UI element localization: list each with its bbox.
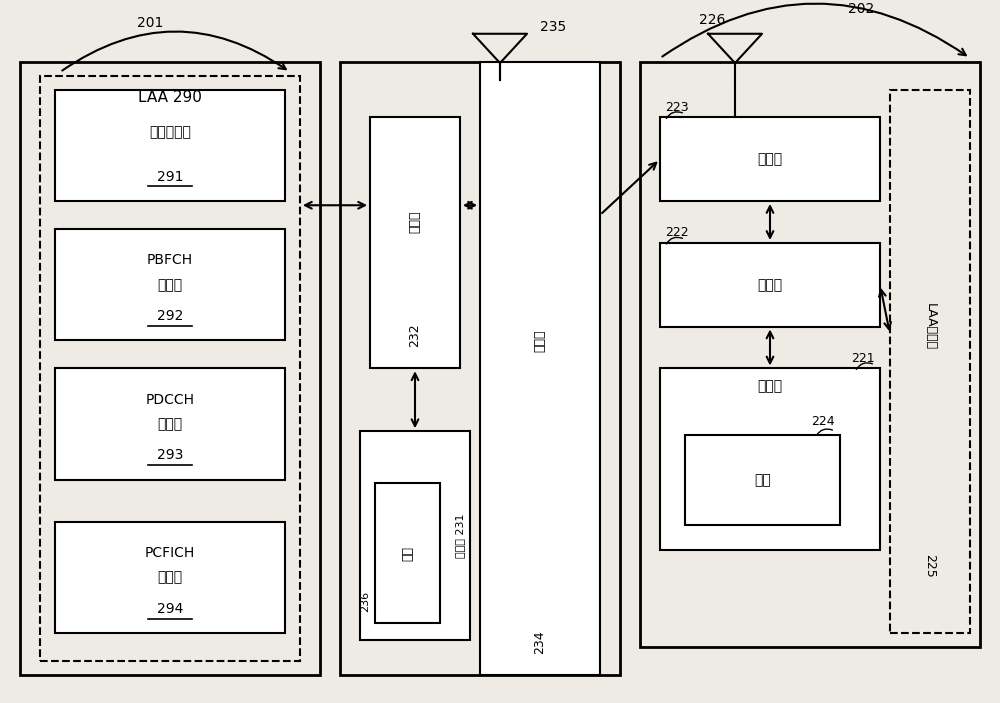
Text: 235: 235	[540, 20, 566, 34]
FancyBboxPatch shape	[340, 62, 620, 675]
Text: 232: 232	[409, 324, 422, 347]
FancyBboxPatch shape	[660, 368, 880, 550]
Text: PBFCH: PBFCH	[147, 253, 193, 267]
Text: 收发器: 收发器	[757, 153, 783, 166]
Text: 234: 234	[534, 631, 546, 654]
Text: 201: 201	[137, 16, 163, 30]
Text: 检测器: 检测器	[157, 278, 183, 292]
Text: 291: 291	[157, 169, 183, 183]
Text: 292: 292	[157, 309, 183, 323]
FancyBboxPatch shape	[360, 431, 470, 640]
Text: 检测器: 检测器	[157, 571, 183, 584]
Text: 294: 294	[157, 602, 183, 616]
Text: 293: 293	[157, 449, 183, 463]
FancyBboxPatch shape	[20, 62, 320, 675]
FancyBboxPatch shape	[375, 484, 440, 623]
FancyBboxPatch shape	[480, 62, 600, 675]
Text: LAA控制器: LAA控制器	[924, 303, 936, 350]
FancyBboxPatch shape	[685, 434, 840, 525]
Text: 236: 236	[360, 591, 370, 612]
Text: 存储器: 存储器	[757, 379, 783, 393]
FancyBboxPatch shape	[640, 62, 980, 647]
Text: 226: 226	[699, 13, 725, 27]
FancyBboxPatch shape	[55, 89, 285, 201]
FancyBboxPatch shape	[660, 243, 880, 327]
Text: 221: 221	[851, 352, 875, 365]
Text: 223: 223	[665, 101, 689, 114]
Text: 收发器: 收发器	[534, 329, 546, 352]
FancyBboxPatch shape	[55, 368, 285, 480]
Text: 程序: 程序	[401, 546, 414, 560]
FancyBboxPatch shape	[55, 522, 285, 633]
Text: 202: 202	[848, 2, 874, 16]
Text: 222: 222	[665, 226, 689, 240]
Text: 处理器: 处理器	[757, 278, 783, 292]
Text: 程序: 程序	[754, 473, 771, 487]
Text: 224: 224	[811, 415, 835, 427]
Text: 检测器: 检测器	[157, 417, 183, 431]
Text: 对话前监听: 对话前监听	[149, 125, 191, 139]
Text: LAA 290: LAA 290	[138, 89, 202, 105]
Text: PDCCH: PDCCH	[146, 392, 194, 406]
FancyBboxPatch shape	[660, 117, 880, 201]
Text: 225: 225	[924, 554, 936, 578]
Text: 处理器: 处理器	[409, 211, 422, 233]
FancyBboxPatch shape	[55, 229, 285, 340]
Text: 存储器 231: 存储器 231	[455, 513, 465, 558]
Text: PCFICH: PCFICH	[145, 546, 195, 560]
FancyBboxPatch shape	[370, 117, 460, 368]
